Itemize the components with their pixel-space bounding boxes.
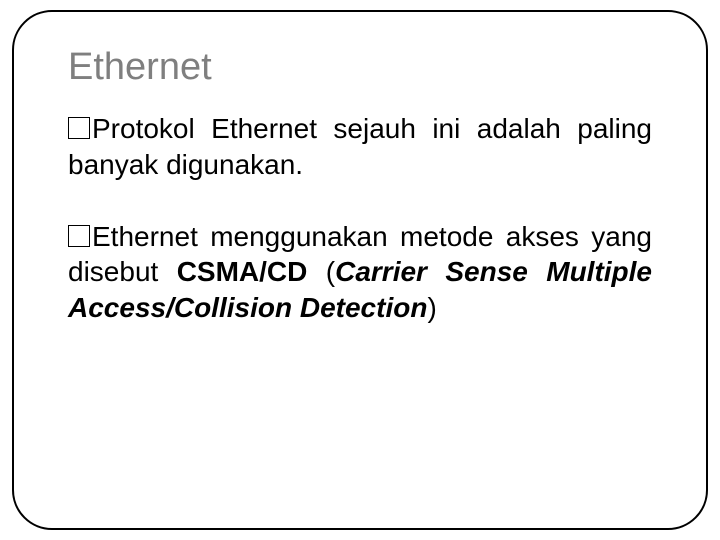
p2-run3: ( <box>307 256 335 287</box>
p2-run2: CSMA/CD <box>177 256 308 287</box>
slide-body: Protokol Ethernet sejauh ini adalah pali… <box>68 111 652 326</box>
p1-run1: Protokol Ethernet sejauh ini adalah pali… <box>68 113 652 180</box>
slide-frame: Ethernet Protokol Ethernet sejauh ini ad… <box>12 10 708 530</box>
bullet-box-icon <box>68 225 90 247</box>
paragraph-1: Protokol Ethernet sejauh ini adalah pali… <box>68 111 652 183</box>
p2-run5: ) <box>427 292 436 323</box>
bullet-box-icon <box>68 117 90 139</box>
slide-title: Ethernet <box>68 46 652 89</box>
paragraph-2: Ethernet menggunakan metode akses yang d… <box>68 219 652 326</box>
